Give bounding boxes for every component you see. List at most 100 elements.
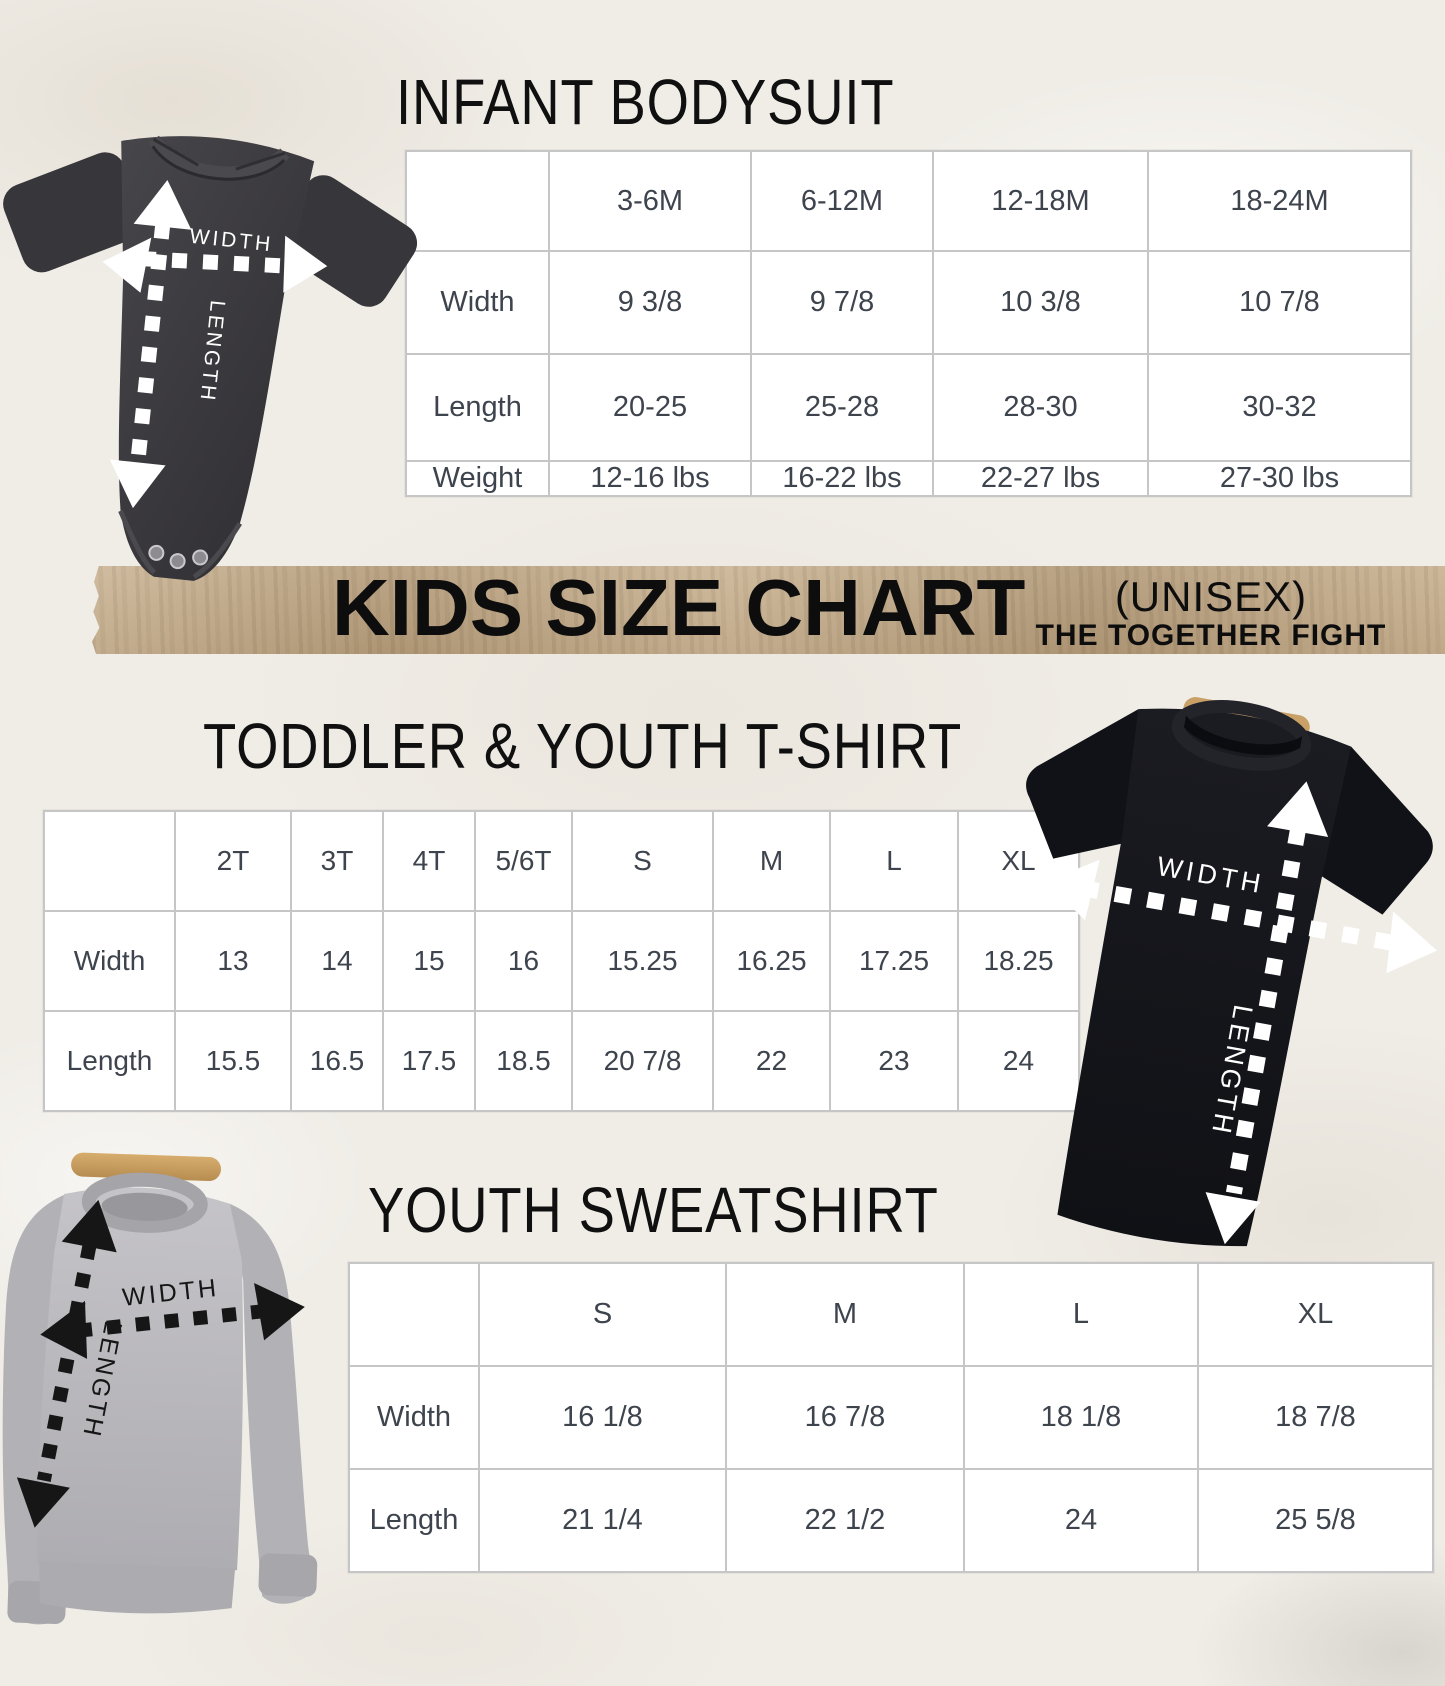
size-cell: 27-30 lbs [1147,460,1412,497]
column-header: M [712,810,831,912]
tshirt-garment-shape [1026,700,1433,1247]
column-header: M [725,1262,965,1367]
size-cell: 16.5 [290,1010,384,1112]
row-label: Length [43,1010,176,1112]
kids-size-chart-banner: KIDS SIZE CHART (UNISEX) THE TOGETHER FI… [92,566,1445,654]
size-cell: 21 1/4 [478,1468,727,1573]
size-cell: 16-22 lbs [750,460,934,497]
size-cell: 15 [382,910,476,1012]
size-cell: 9 3/8 [548,250,752,355]
column-header: 2T [174,810,292,912]
bodysuit-collar [148,135,290,180]
bodysuit-width-arrow [102,235,328,293]
arrow-right-icon [1386,911,1438,974]
youth-sweatshirt-title: YOUTH SWEATSHIRT [368,1174,939,1246]
table-row: Length 21 1/4 22 1/2 24 25 5/8 [348,1468,1434,1573]
row-label: Weight [405,460,550,497]
column-header: 18-24M [1147,150,1412,252]
bodysuit-snaps [148,544,209,570]
arrow-up-icon [133,179,192,230]
size-cell: 14 [290,910,384,1012]
sweatshirt-garment-shape [2,1172,318,1625]
size-cell: 10 3/8 [932,250,1149,355]
size-cell: 30-32 [1147,353,1412,462]
size-cell: 16.25 [712,910,831,1012]
bodysuit-length-arrow [109,179,192,509]
size-cell: 28-30 [932,353,1149,462]
size-cell: 16 1/8 [478,1365,727,1470]
size-cell: 24 [957,1010,1080,1112]
size-cell: 18.5 [474,1010,573,1112]
banner-brand-label: THE TOGETHER FIGHT [1035,619,1387,652]
size-cell: 23 [829,1010,959,1112]
row-label: Width [348,1365,480,1470]
size-cell: 18 7/8 [1197,1365,1434,1470]
column-header: 4T [382,810,476,912]
size-cell: 20 7/8 [571,1010,714,1112]
size-cell: 20-25 [548,353,752,462]
tshirt-collar [1171,700,1312,771]
size-cell: 25-28 [750,353,934,462]
column-header: 3-6M [548,150,752,252]
youth-sweatshirt-photo: LENGTH WIDTH [2,1152,318,1625]
arrow-down-icon [1205,1192,1261,1245]
size-cell: 25 5/8 [1197,1468,1434,1573]
table-row: Length 20-25 25-28 28-30 30-32 [405,353,1412,462]
size-cell: 15.5 [174,1010,292,1112]
arrow-right-icon [254,1283,305,1341]
column-header [348,1262,480,1367]
row-label: Width [43,910,176,1012]
table-header-row: 2T 3T 4T 5/6T S M L XL [43,810,1080,912]
hanger-wood-bar [71,1152,222,1182]
tshirt-length-arrow [1205,781,1329,1245]
toddler-tshirt-table: 2T 3T 4T 5/6T S M L XL Width 13 14 15 16 15.25 16.25 17… [43,810,1080,1112]
arrow-left-icon [40,1300,88,1359]
arrow-left-icon [1045,859,1100,921]
youth-sweatshirt-table: S M L XL Width 16 1/8 16 7/8 18 1/8 18 7/8 Length… [348,1262,1434,1573]
size-cell: 17.25 [829,910,959,1012]
row-label: Length [405,353,550,462]
size-cell: 16 7/8 [725,1365,965,1470]
size-cell: 18 1/8 [963,1365,1199,1470]
arrow-up-icon [1267,781,1329,838]
banner-unisex-label: (UNISEX) [1114,573,1308,620]
column-header: 5/6T [474,810,573,912]
arrow-down-icon [16,1477,70,1528]
banner-right-block: (UNISEX) THE TOGETHER FIGHT [1021,573,1401,653]
column-header: S [478,1262,727,1367]
bodysuit-garment-shape [3,135,418,581]
size-cell: 9 7/8 [750,250,934,355]
arrow-right-icon [283,235,328,293]
table-row: Width 13 14 15 16 15.25 16.25 17.25 18.25 [43,910,1080,1012]
column-header [405,150,550,252]
column-header [43,810,176,912]
column-header: L [963,1262,1199,1367]
column-header: XL [1197,1262,1434,1367]
column-header: 3T [290,810,384,912]
size-cell: 10 7/8 [1147,250,1412,355]
size-cell: 22 [712,1010,831,1112]
toddler-tshirt-photo: WIDTH LENGTH [1026,697,1438,1247]
size-cell: 16 [474,910,573,1012]
sweatshirt-cuff [258,1553,318,1597]
sweatshirt-hem-band [39,1561,236,1614]
column-header: S [571,810,714,912]
row-label: Length [348,1468,480,1573]
arrow-up-icon [61,1199,117,1253]
table-header-row: 3-6M 6-12M 12-18M 18-24M [405,150,1412,252]
table-row: Weight 12-16 lbs 16-22 lbs 22-27 lbs 27-30 l… [405,460,1412,497]
tshirt-width-arrow [1045,859,1438,974]
sweatshirt-collar [81,1172,208,1233]
toddler-tshirt-title: TODDLER & YOUTH T-SHIRT [203,710,963,782]
arrow-left-icon [102,237,152,293]
table-header-row: S M L XL [348,1262,1434,1367]
table-row: Length 15.5 16.5 17.5 18.5 20 7/8 22 23 24 [43,1010,1080,1112]
size-cell: 24 [963,1468,1199,1573]
column-header: L [829,810,959,912]
size-cell: 15.25 [571,910,714,1012]
column-header: 6-12M [750,150,934,252]
infant-bodysuit-photo: WIDTH LENGTH [3,135,418,581]
table-row: Width 9 3/8 9 7/8 10 3/8 10 7/8 [405,250,1412,355]
size-cell: 22-27 lbs [932,460,1149,497]
